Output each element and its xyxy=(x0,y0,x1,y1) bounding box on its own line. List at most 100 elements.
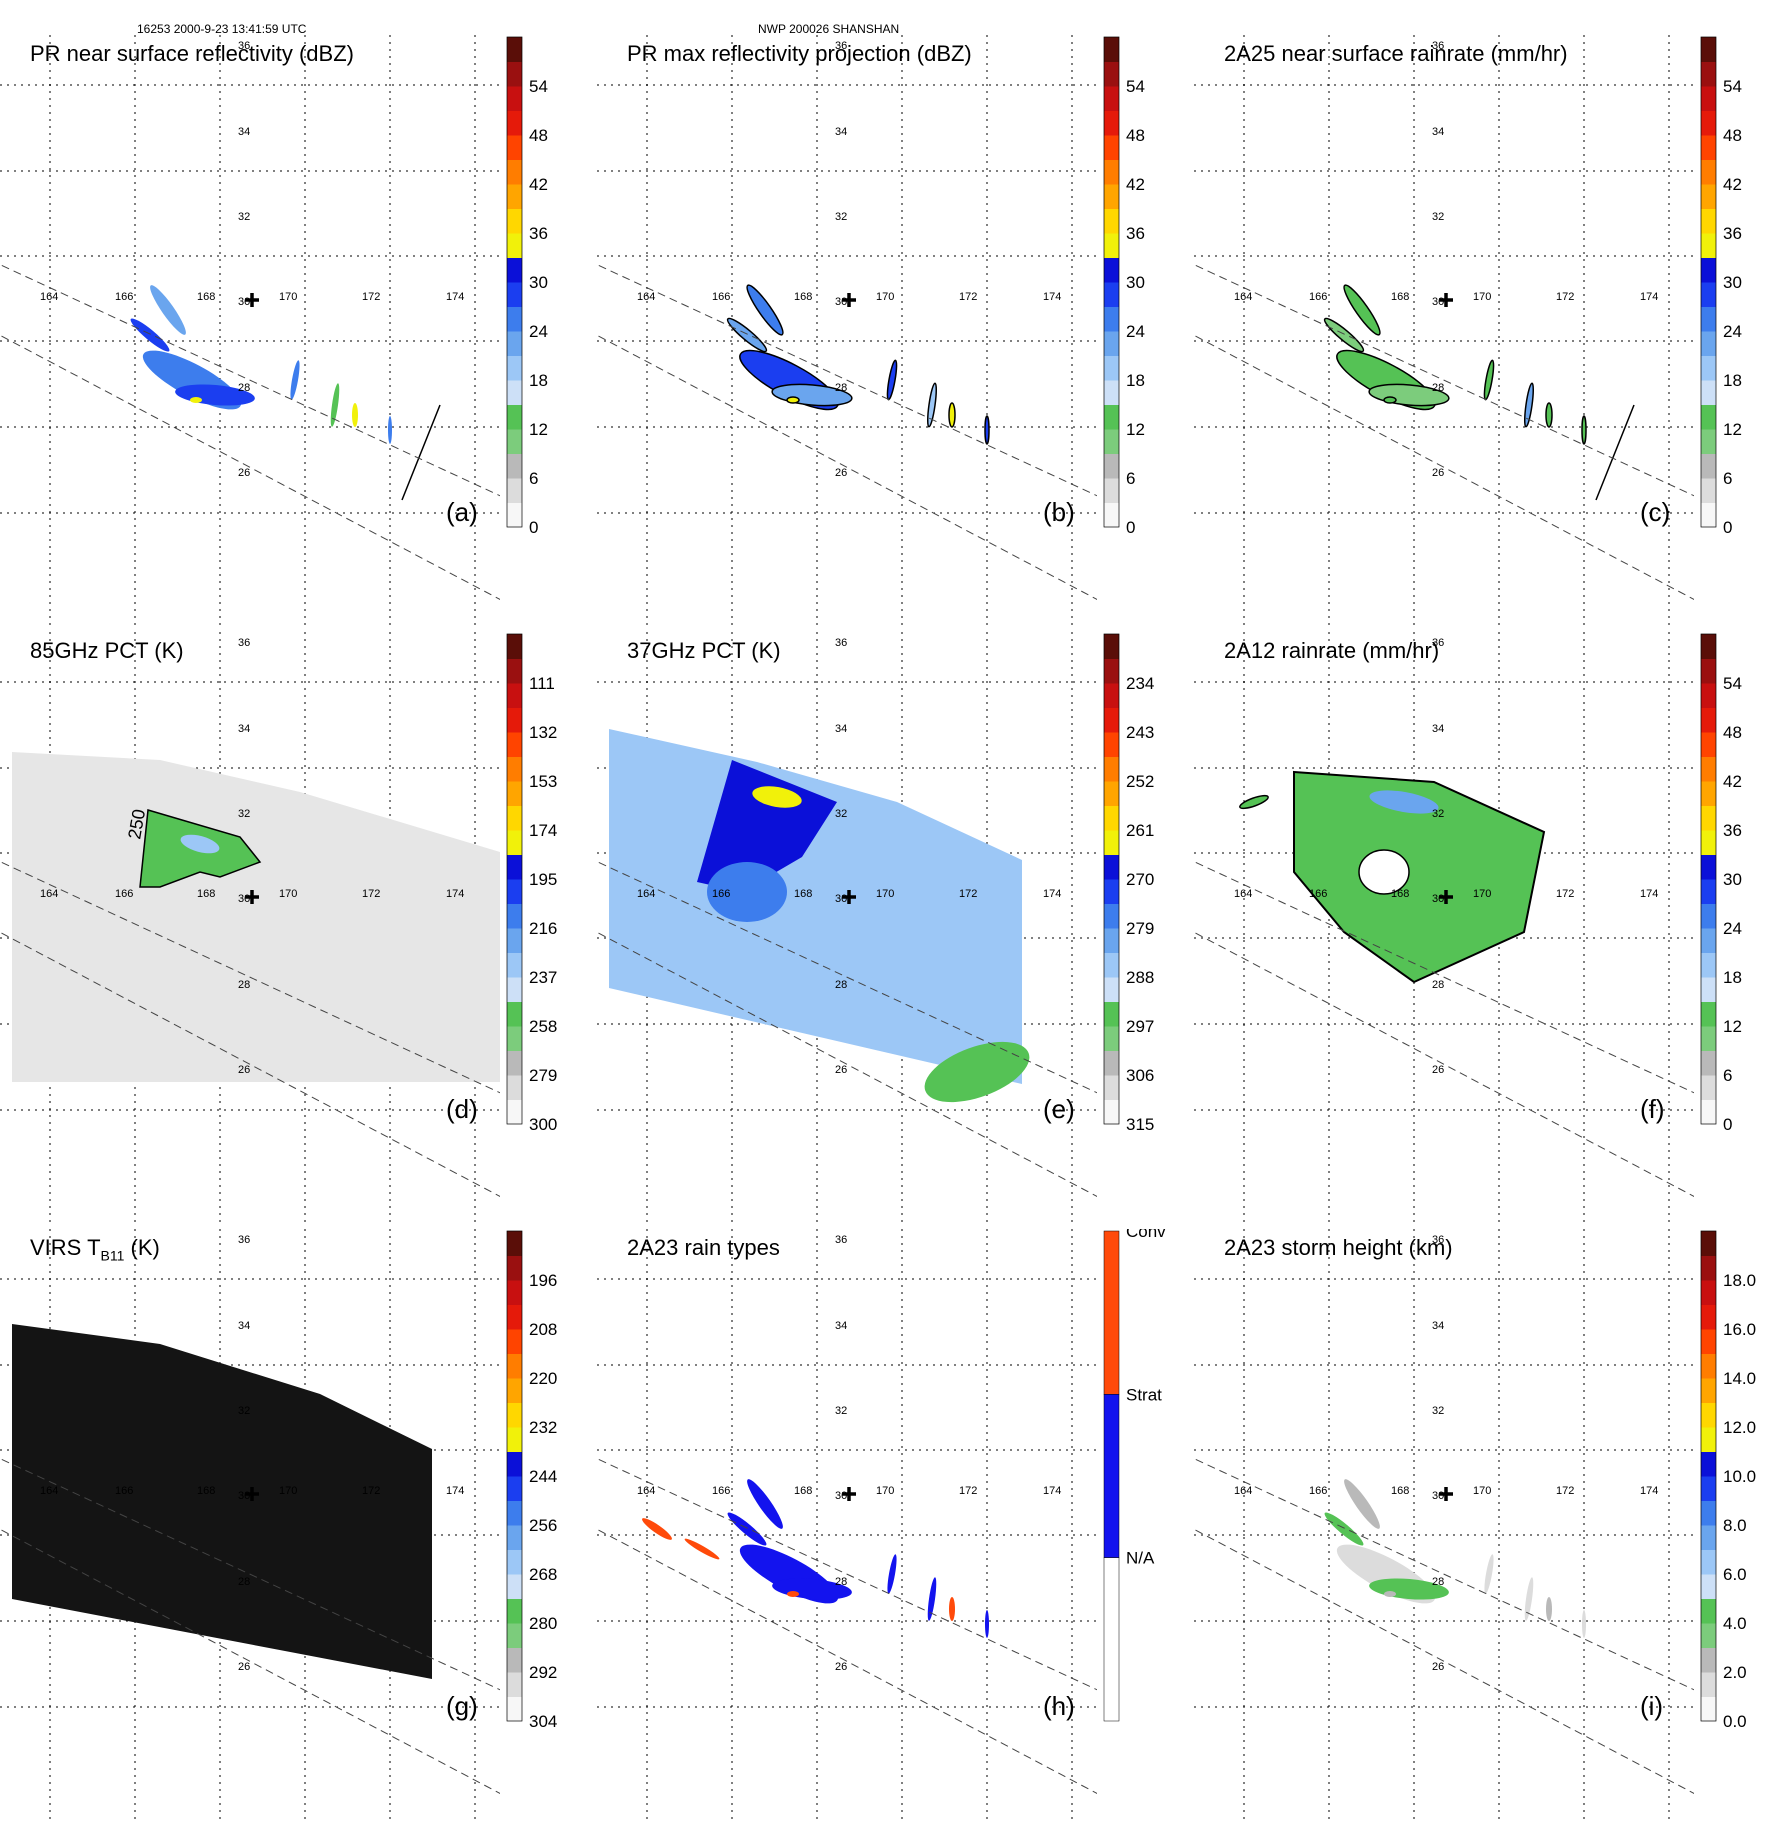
colorbar-segment xyxy=(1104,184,1119,209)
rainband-core xyxy=(739,1544,839,1604)
pr-swath-edge-north xyxy=(0,861,500,1094)
colorbar-segment xyxy=(1104,429,1119,454)
outer-band-1 xyxy=(290,360,300,400)
colorbar-segment xyxy=(507,756,522,782)
colorbar-segment xyxy=(1701,110,1716,136)
pr-swath-edge-north xyxy=(597,264,1097,497)
colorbar-label: N/A xyxy=(1126,1549,1155,1568)
latitude-label: 30 xyxy=(835,893,847,905)
colorbar-label: 268 xyxy=(529,1565,557,1584)
panel-85ghz-pct: 250 164 166 168 170 172 174 36 34 32 30 28 26 85GHz … xyxy=(0,632,590,1227)
latitude-label: 26 xyxy=(238,467,250,479)
colorbar-label: 30 xyxy=(1723,273,1742,292)
panel-title: 37GHz PCT (K) xyxy=(627,638,781,663)
colorbar-segment xyxy=(1104,159,1119,185)
colorbar-label: 280 xyxy=(529,1614,557,1633)
panel-2a25-near-surface-rainrate: 164 166 168 170 172 174 36 34 32 30 28 26 2A25 near… xyxy=(1194,35,1771,630)
longitude-label: 170 xyxy=(876,1485,894,1497)
outer-band-4 xyxy=(984,415,990,445)
colorbar-segment xyxy=(1104,282,1119,307)
longitude-label: 166 xyxy=(712,1485,730,1497)
colorbar-segment xyxy=(1104,61,1119,87)
rainband-north xyxy=(747,1479,783,1529)
panel-label: (i) xyxy=(1640,1691,1664,1721)
colorbar-segment xyxy=(507,1672,522,1697)
colorbar-segment xyxy=(1701,1574,1716,1599)
storm-center-cross-icon xyxy=(245,890,259,904)
colorbar-segment xyxy=(507,1099,522,1125)
colorbar-segment xyxy=(1104,952,1119,978)
colorbar-segment xyxy=(1104,977,1119,1002)
panel-label: (d) xyxy=(446,1094,478,1124)
colorbar-label: 54 xyxy=(529,77,548,96)
colorbar-segment xyxy=(1701,331,1716,356)
colorbar-segment xyxy=(1701,282,1716,307)
storm-center-cross-icon xyxy=(245,293,259,307)
colorbar-label: 132 xyxy=(529,723,557,742)
colorbar-frame xyxy=(506,633,523,1125)
panel-37ghz-pct: 164 166 168 170 172 174 36 34 32 30 28 26 37GHz PCT… xyxy=(597,632,1187,1227)
colorbar-segment xyxy=(1701,732,1716,757)
map-plot: 164 166 168 170 172 174 36 34 32 30 28 26 xyxy=(1194,35,1694,630)
colorbar-segment xyxy=(507,1647,522,1673)
colorbar-label: 36 xyxy=(529,224,548,243)
longitude-label: 174 xyxy=(446,291,464,303)
map-grid-layer xyxy=(597,1229,1097,1824)
colorbar-segment xyxy=(507,1525,522,1550)
panel-title-sub: B11 xyxy=(100,1247,125,1264)
rainband-core xyxy=(739,349,839,411)
longitude-label: 164 xyxy=(40,888,58,900)
colorbar-segment xyxy=(1104,781,1119,806)
longitude-label: 172 xyxy=(959,291,977,303)
colorbar-label: 18.0 xyxy=(1723,1271,1756,1290)
latitude-label: 34 xyxy=(835,126,847,138)
map-plot: 164 166 168 170 172 174 36 34 32 30 28 26 xyxy=(597,632,1097,1227)
longitude-label: 170 xyxy=(876,888,894,900)
colorbar-segment xyxy=(507,184,522,209)
latitude-label: 36 xyxy=(238,40,250,52)
panel-pr-max-reflectivity-projection: 164 166 168 170 172 174 36 34 32 30 28 26 PR max re… xyxy=(597,35,1187,630)
colorbar-segment xyxy=(1701,257,1716,283)
outer-rain-cell xyxy=(1239,794,1269,810)
longitude-label: 174 xyxy=(446,1485,464,1497)
colorbar-segment xyxy=(1104,135,1119,160)
map-plot: 164 166 168 170 172 174 36 34 32 30 28 26 xyxy=(1194,1229,1694,1824)
colorbar-label: 300 xyxy=(529,1115,557,1134)
colorbar-frame xyxy=(1700,1230,1717,1722)
colorbar-segment xyxy=(1701,805,1716,831)
header-orbit-time: 16253 2000-9-23 13:41:59 UTC xyxy=(137,22,307,36)
colorbar-label: 18 xyxy=(1723,371,1742,390)
colorbar-segment xyxy=(1104,380,1119,405)
longitude-label: 172 xyxy=(1556,291,1574,303)
colorbar-segment xyxy=(507,159,522,185)
longitude-label: 164 xyxy=(40,291,58,303)
map-plot: 164 166 168 170 172 174 36 34 32 30 28 26 xyxy=(0,1229,500,1824)
colorbar-label: 216 xyxy=(529,919,557,938)
map-grid-layer xyxy=(1194,35,1694,630)
colorbar-segment xyxy=(507,404,522,430)
colorbar-segment xyxy=(507,1574,522,1599)
colorbar-label: 42 xyxy=(1723,175,1742,194)
pr-swath-edge-south xyxy=(0,334,500,600)
panel-title: 85GHz PCT (K) xyxy=(30,638,184,663)
colorbar-segment xyxy=(1701,879,1716,904)
rainband-north xyxy=(1344,1479,1380,1529)
rainband-core xyxy=(1336,349,1436,411)
colorbar-segment xyxy=(507,1329,522,1354)
longitude-label: 172 xyxy=(362,1485,380,1497)
colorbar-label: 8.0 xyxy=(1723,1516,1747,1535)
colorbar-segment xyxy=(1701,683,1716,708)
colorbar-segment xyxy=(1701,1050,1716,1076)
latitude-label: 30 xyxy=(1432,296,1444,308)
colorbar-frame xyxy=(1700,633,1717,1125)
longitude-label: 164 xyxy=(637,888,655,900)
latitude-label: 30 xyxy=(238,296,250,308)
colorbar: 0 6 12 18 24 30 36 42 48 54 xyxy=(505,35,590,550)
colorbar-segment xyxy=(1104,1026,1119,1051)
colorbar-segment xyxy=(1701,1402,1716,1428)
longitude-label: 164 xyxy=(637,1485,655,1497)
data-layer: 250 xyxy=(12,752,500,1082)
latitude-label: 32 xyxy=(238,1405,250,1417)
colorbar-segment xyxy=(1701,977,1716,1002)
data-layer xyxy=(726,284,990,445)
